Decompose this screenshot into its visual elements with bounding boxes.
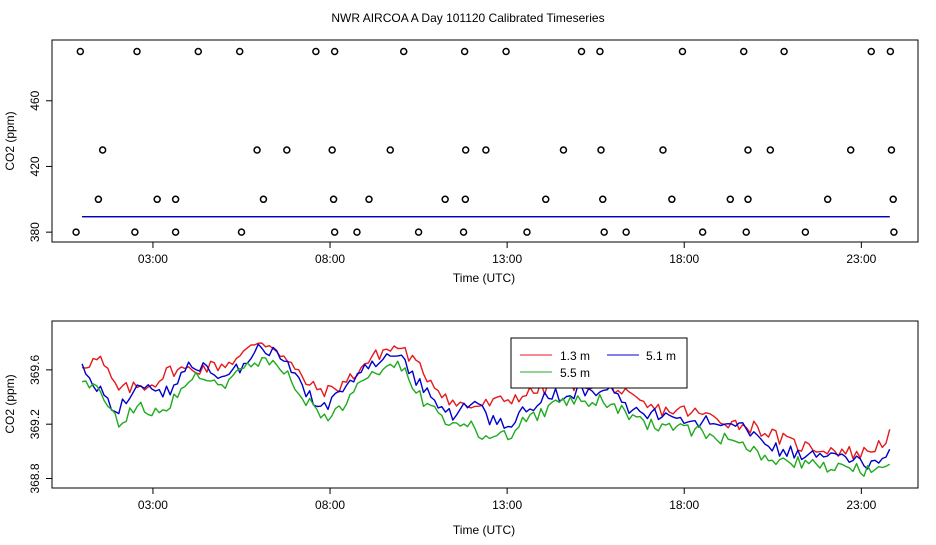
x-axis-label-bottom: Time (UTC) (453, 523, 515, 537)
top-data-point (596, 47, 604, 56)
top-data-point (253, 146, 261, 154)
y-axis-label-top: CO2 (ppm) (3, 111, 17, 170)
top-data-point (153, 195, 161, 204)
top-data-point (823, 195, 832, 204)
panel-top: 03:00 08:00 13:00 18:00 23:00 380 420 460 Time… (3, 39, 919, 285)
top-data-point (235, 47, 244, 56)
top-data-point (461, 195, 470, 204)
top-data-point (414, 228, 423, 236)
top-data-point (744, 195, 752, 204)
bottom-y-tick-label: 369.6 (28, 355, 42, 385)
legend-label-1-3m: 1.3 m (560, 349, 590, 363)
top-data-point (541, 195, 550, 204)
top-data-point (482, 146, 490, 154)
top-data-point (133, 47, 141, 56)
top-data-point (577, 47, 586, 56)
top-data-point (329, 195, 338, 204)
top-data-point (386, 146, 395, 154)
panel-bottom: 03:00 08:00 13:00 18:00 23:00 368.8 369.2 369.… (3, 320, 919, 537)
top-data-point (739, 47, 748, 56)
top-x-tick-label: 18:00 (669, 252, 699, 266)
top-data-point (330, 228, 339, 236)
top-y-tick-label: 380 (28, 222, 42, 242)
bottom-x-tick-label: 18:00 (669, 498, 699, 512)
top-data-point (559, 146, 568, 154)
top-data-point (801, 228, 810, 236)
bottom-y-tick-label: 369.2 (28, 409, 42, 439)
bottom-x-tick-label: 03:00 (138, 498, 168, 512)
top-data-point (328, 146, 336, 154)
top-data-point (886, 47, 895, 56)
top-data-point (259, 195, 268, 204)
top-data-point (659, 146, 667, 154)
y-axis-label-bottom: CO2 (ppm) (3, 374, 17, 433)
top-data-point (599, 195, 607, 204)
top-data-point (365, 195, 373, 204)
series-line-5-5-m (81, 357, 891, 477)
top-data-point (98, 146, 107, 154)
top-data-point (726, 195, 735, 204)
x-axis-label-top: Time (UTC) (453, 271, 515, 285)
plot-frame-bottom (51, 320, 919, 489)
top-data-point (171, 228, 180, 236)
top-y-tick-label: 420 (28, 156, 42, 176)
legend-label-5-1m: 5.1 m (646, 349, 676, 363)
bottom-x-tick-label: 13:00 (492, 498, 522, 512)
bottom-x-tick-label: 08:00 (315, 498, 345, 512)
top-data-point (330, 47, 339, 56)
top-data-point (597, 146, 605, 154)
top-data-point (867, 47, 875, 56)
top-data-point (459, 228, 468, 236)
top-data-point (890, 228, 898, 236)
top-data-point (846, 146, 855, 154)
top-data-point (744, 146, 752, 154)
chart-title: NWR AIRCOA A Day 101120 Calibrated Times… (331, 11, 604, 25)
top-data-point (889, 195, 897, 204)
legend-label-5-5m: 5.5 m (560, 366, 590, 380)
top-data-point (698, 228, 707, 236)
top-data-point (523, 228, 531, 236)
top-data-point (678, 47, 687, 56)
top-data-point (887, 146, 896, 154)
top-data-point (502, 47, 510, 56)
top-x-tick-label: 13:00 (492, 252, 522, 266)
top-data-point (171, 195, 180, 204)
top-data-point (742, 228, 750, 236)
top-data-point (622, 228, 630, 236)
bottom-y-tick-label: 368.8 (28, 463, 42, 493)
top-data-point (441, 195, 449, 204)
top-x-tick-label: 03:00 (138, 252, 168, 266)
top-data-point (312, 47, 320, 56)
top-x-tick-label: 08:00 (315, 252, 345, 266)
top-data-point (131, 228, 139, 236)
top-data-point (668, 195, 676, 204)
top-x-tick-label: 23:00 (846, 252, 876, 266)
top-data-point (237, 228, 246, 236)
top-data-point (94, 195, 103, 204)
top-data-point (76, 47, 85, 56)
top-data-point (461, 146, 470, 154)
top-y-tick-label: 460 (28, 90, 42, 110)
bottom-x-tick-label: 23:00 (846, 498, 876, 512)
top-data-point (283, 146, 291, 154)
series-line-1-3-m (81, 342, 891, 460)
top-data-point (766, 146, 775, 154)
series-line-5-1-m (81, 343, 891, 470)
top-data-point (399, 47, 408, 56)
top-data-point (460, 47, 469, 56)
top-data-point (353, 228, 361, 236)
plot-frame-top (51, 39, 919, 243)
top-data-point (194, 47, 203, 56)
top-data-point (600, 228, 608, 236)
top-data-point (780, 47, 788, 56)
legend-box (510, 337, 688, 389)
legend: 1.3 m 5.1 m 5.5 m (510, 337, 688, 389)
top-data-point (72, 228, 80, 236)
